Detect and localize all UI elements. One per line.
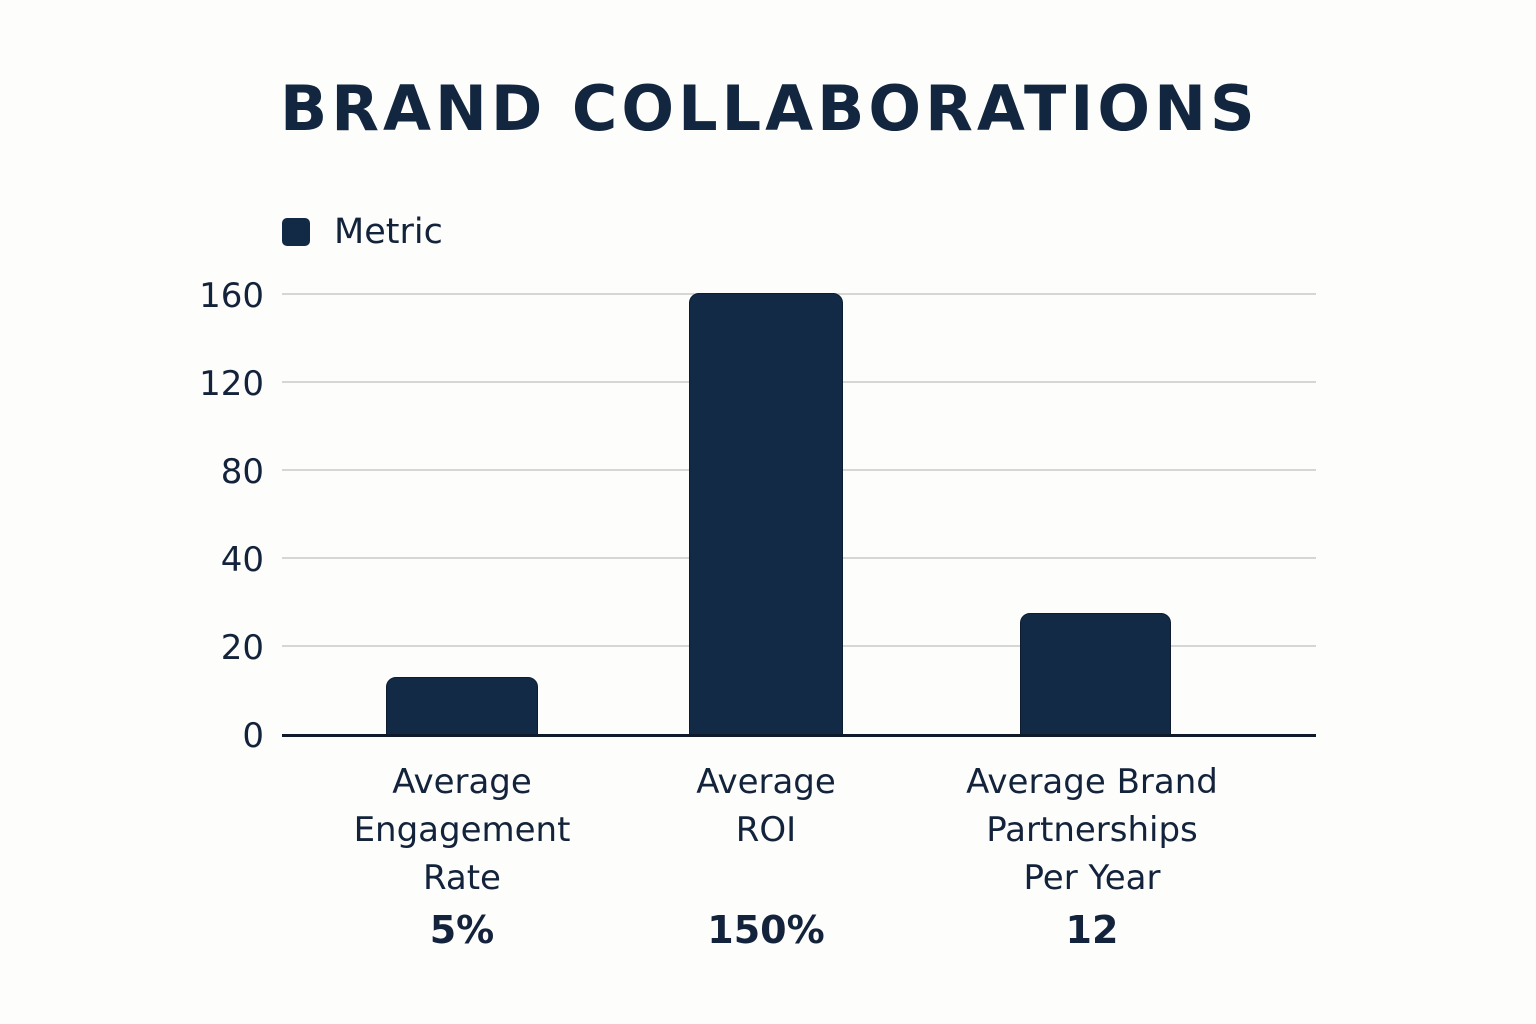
y-tick-label: 40 [220,540,264,580]
bar-roi [689,293,843,735]
y-tick-label: 80 [220,452,264,492]
value-label: 150% [707,908,825,952]
legend-swatch-icon [282,218,310,246]
category-label: Average Engagement Rate [353,762,571,898]
category-label: Average Brand Partnerships Per Year [966,762,1218,898]
y-tick-label: 0 [242,716,264,756]
value-label: 12 [1065,908,1119,952]
chart-title: BRAND COLLABORATIONS [280,72,1259,145]
y-tick-label: 20 [220,628,264,668]
bar-brand-partnerships [1020,613,1171,735]
bar-engagement-rate [386,677,538,735]
y-tick-label: 160 [199,276,264,316]
y-tick-label: 120 [199,364,264,404]
legend: Metric [282,212,443,252]
value-label: 5% [429,908,495,952]
category-label: Average ROI [696,762,836,850]
x-axis [282,734,1316,737]
legend-label: Metric [334,212,443,252]
